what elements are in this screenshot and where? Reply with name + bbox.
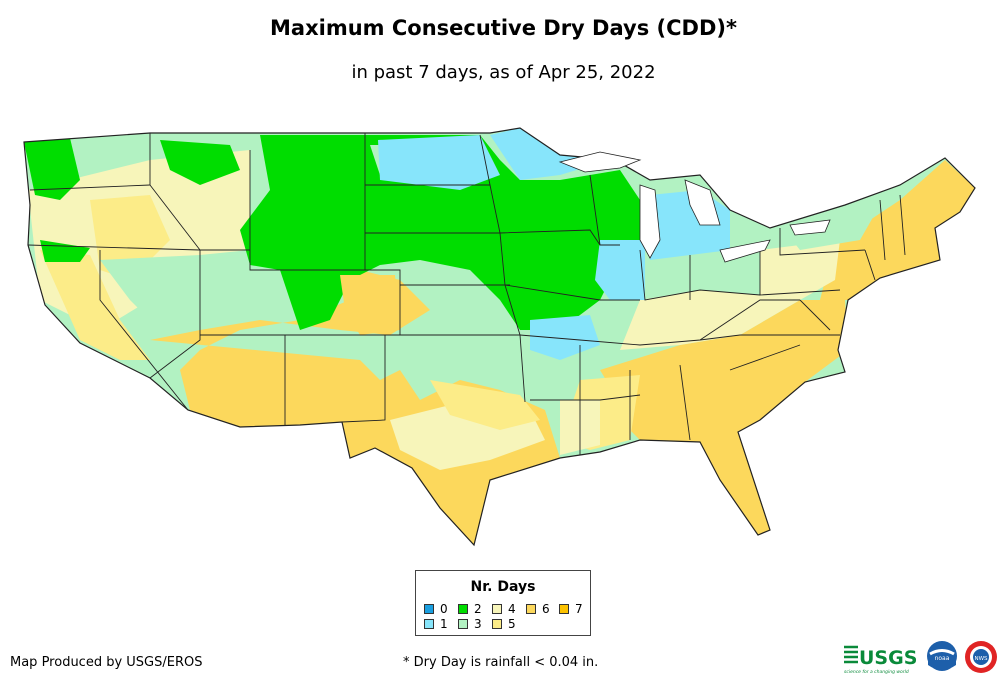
legend-item: 4 [492,602,516,616]
legend-label: 3 [474,617,482,631]
region-cdd-5 [430,380,540,430]
great-lakes [558,151,831,263]
lake-huron [684,179,721,226]
legend-swatch [526,604,536,614]
legend-label: 6 [542,602,550,616]
nws-logo: NWS [965,641,997,673]
legend-title: Nr. Days [470,579,536,595]
legend-swatch [559,604,569,614]
legend-swatch [492,619,502,629]
region-cdd-3 [100,255,200,340]
region-cdd-4 [620,290,800,350]
region-cdd-2 [24,138,80,200]
nws-wordmark: NWS [974,656,988,662]
legend-swatch [424,619,434,629]
region-cdd-2 [240,135,640,330]
usgs-tagline: science for a changing world [844,669,909,675]
noaa-logo: noaa [927,641,957,671]
legend-label: 1 [440,617,448,631]
lake-erie [719,239,771,263]
legend-item: 7 [559,602,583,616]
legend: Nr. Days 0 2 4 6 7 1 3 5 [415,570,591,636]
map-credit: Map Produced by USGS/EROS [10,655,203,670]
cdd-fill-layer [24,128,975,545]
legend-label: 2 [474,602,482,616]
legend-item: 3 [458,617,482,631]
region-cdd-1 [378,135,500,190]
region-cdd-6 [150,270,560,545]
legend-label: 0 [440,602,448,616]
region-cdd-1 [595,240,645,300]
lake-michigan [639,184,661,259]
region-cdd-6 [600,300,848,535]
agency-logos: USGS science for a changing world noaa N… [844,641,997,675]
legend-label: 5 [508,617,516,631]
region-cdd-6 [820,160,975,300]
noaa-wordmark: noaa [935,655,950,662]
legend-swatch [458,619,468,629]
lake-ontario [789,219,831,236]
map-title: Maximum Consecutive Dry Days (CDD)* [270,16,737,40]
legend-swatch [424,604,434,614]
region-cdd-6 [340,275,400,335]
region-cdd-3 [780,205,880,250]
legend-item: 2 [458,602,482,616]
legend-label: 4 [508,602,516,616]
legend-item: 1 [424,617,448,631]
legend-swatch [492,604,502,614]
usgs-logo: USGS science for a changing world [844,645,917,675]
region-cdd-2 [160,140,240,185]
region-cdd-5 [40,250,150,360]
region-cdd-1 [530,315,600,360]
legend-item: 0 [424,602,448,616]
usgs-wordmark: USGS [859,647,917,669]
state-borders [23,127,976,547]
lake-superior [558,151,642,173]
legend-label: 7 [575,602,583,616]
map-subtitle: in past 7 days, as of Apr 25, 2022 [351,62,656,83]
legend-item: 5 [492,617,516,631]
dry-day-footnote: * Dry Day is rainfall < 0.04 in. [403,655,599,670]
legend-item: 6 [526,602,550,616]
legend-swatch [458,604,468,614]
